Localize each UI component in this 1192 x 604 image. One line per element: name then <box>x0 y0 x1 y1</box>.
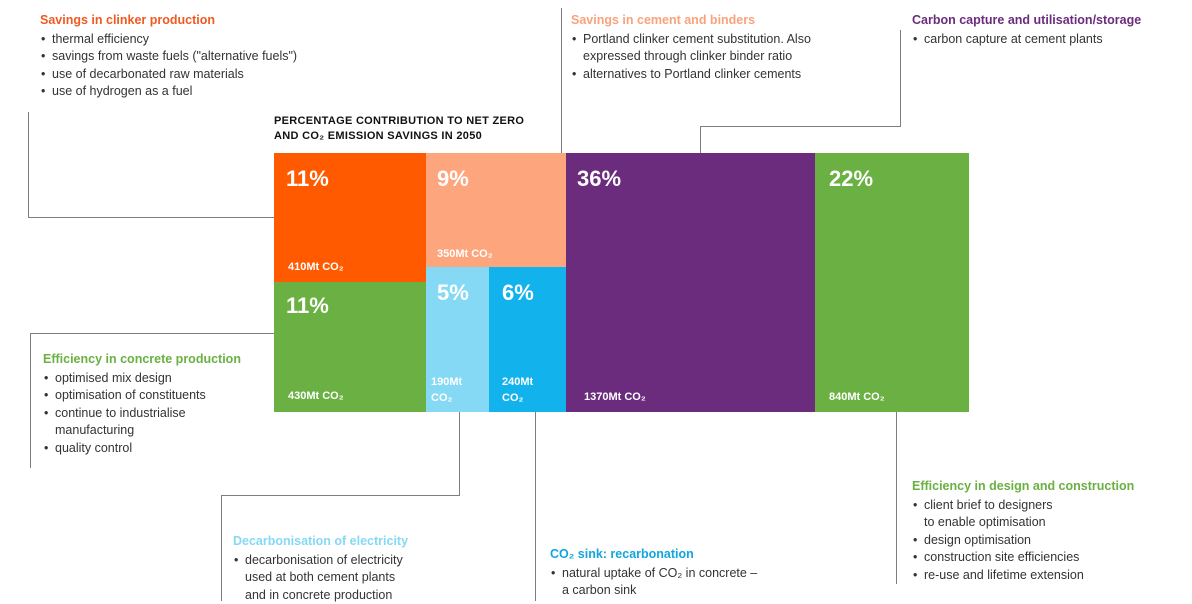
block-design: 22% 840Mt CO₂ <box>815 153 969 412</box>
label-concrete-title: Efficiency in concrete production <box>43 352 241 366</box>
label-design-item: construction site efficiencies <box>912 549 1134 567</box>
block-recarbonation-percentage: 6% <box>502 280 534 305</box>
block-ccus-value: 1370Mt CO₂ <box>584 391 646 403</box>
label-electricity-item-continued: used at both cement plants <box>245 570 396 584</box>
label-clinker-item: use of decarbonated raw materials <box>40 66 297 84</box>
connector-ccus-vertical-bottom <box>700 126 701 153</box>
block-electricity-value: 190Mt CO₂ <box>431 374 462 406</box>
label-cement-item: alternatives to Portland clinker cements <box>571 66 811 84</box>
connector-concrete-vertical <box>30 333 31 468</box>
label-clinker-title: Savings in clinker production <box>40 13 216 27</box>
label-electricity-item: decarbonisation of electricity <box>233 552 408 570</box>
label-electricity: Decarbonisation of electricity decarboni… <box>233 533 408 604</box>
connector-concrete-horizontal <box>30 333 274 334</box>
block-recarbonation-value: 240Mt CO₂ <box>502 374 533 406</box>
label-design-item-continued: to enable optimisation <box>924 515 1046 529</box>
label-concrete-item: optimisation of constituents <box>43 387 241 405</box>
block-recarbonation: 6% 240Mt CO₂ <box>489 267 566 412</box>
chart-title-line2: AND CO₂ EMISSION SAVINGS IN 2050 <box>274 130 483 142</box>
label-cement-title: Savings in cement and binders <box>571 13 756 27</box>
label-clinker-item: use of hydrogen as a fuel <box>40 83 297 101</box>
connector-electricity-vertical-bottom <box>221 495 222 601</box>
block-cement-percentage: 9% <box>437 166 469 191</box>
label-ccus: Carbon capture and utilisation/storage c… <box>912 12 1141 48</box>
chart-title: PERCENTAGE CONTRIBUTION TO NET ZERO AND … <box>274 114 524 144</box>
block-cement-value: 350Mt CO₂ <box>437 248 493 260</box>
label-electricity-item-continued: and in concrete production <box>245 587 393 602</box>
label-clinker-item: thermal efficiency <box>40 31 297 49</box>
label-recarbonation: CO₂ sink: recarbonation natural uptake o… <box>550 546 757 600</box>
block-clinker: 11% 410Mt CO₂ <box>274 153 426 282</box>
block-ccus: 36% 1370Mt CO₂ <box>566 153 815 412</box>
block-design-value: 840Mt CO₂ <box>829 391 885 403</box>
block-cement: 9% 350Mt CO₂ <box>426 153 566 267</box>
label-recarbonation-item: natural uptake of CO₂ in concrete – <box>550 565 757 583</box>
block-electricity-value-line2: CO₂ <box>431 392 453 404</box>
connector-clinker-horizontal <box>28 217 274 218</box>
chart-title-line1: PERCENTAGE CONTRIBUTION TO NET ZERO <box>274 115 525 127</box>
block-clinker-percentage: 11% <box>286 166 329 191</box>
label-concrete-item: continue to industrialise <box>43 405 241 423</box>
block-recarbonation-value-line1: 240Mt <box>502 376 534 388</box>
connector-electricity-horizontal <box>221 495 460 496</box>
connector-ccus-horizontal <box>700 126 901 127</box>
label-clinker: Savings in clinker production thermal ef… <box>40 12 297 101</box>
connector-cement-vertical <box>561 8 562 153</box>
connector-recarbonation-vertical <box>535 412 536 601</box>
connector-electricity-vertical-top <box>459 412 460 496</box>
block-electricity: 5% 190Mt CO₂ <box>426 267 489 412</box>
block-design-percentage: 22% <box>829 166 874 191</box>
label-design-item: design optimisation <box>912 532 1134 550</box>
label-cement-item: Portland clinker cement substitution. Al… <box>571 31 811 49</box>
block-electricity-percentage: 5% <box>437 280 469 305</box>
block-concrete-percentage: 11% <box>286 293 329 318</box>
connector-ccus-vertical-top <box>900 30 901 127</box>
label-cement-item-continued: expressed through clinker binder ratio <box>583 49 793 63</box>
label-concrete-item: quality control <box>43 440 241 458</box>
label-clinker-item: savings from waste fuels ("alternative f… <box>40 48 297 66</box>
label-concrete-item-continued: manufacturing <box>55 423 135 437</box>
block-concrete: 11% 430Mt CO₂ <box>274 282 426 412</box>
label-design-item: client brief to designers <box>912 497 1134 515</box>
block-recarbonation-value-line2: CO₂ <box>502 392 524 404</box>
label-concrete-item: optimised mix design <box>43 370 241 388</box>
label-recarbonation-title: CO₂ sink: recarbonation <box>550 547 694 561</box>
label-design: Efficiency in design and construction cl… <box>912 478 1134 584</box>
label-ccus-item: carbon capture at cement plants <box>912 31 1141 49</box>
block-ccus-percentage: 36% <box>577 166 622 191</box>
label-ccus-title: Carbon capture and utilisation/storage <box>912 13 1142 27</box>
label-concrete: Efficiency in concrete production optimi… <box>43 351 241 457</box>
block-clinker-value: 410Mt CO₂ <box>288 261 344 273</box>
connector-clinker-vertical <box>28 112 29 218</box>
label-cement: Savings in cement and binders Portland c… <box>571 12 811 83</box>
label-design-item: re-use and lifetime extension <box>912 567 1134 585</box>
block-electricity-value-line1: 190Mt <box>431 376 463 388</box>
label-electricity-title: Decarbonisation of electricity <box>233 534 409 548</box>
block-concrete-value: 430Mt CO₂ <box>288 390 344 402</box>
connector-design-vertical <box>896 412 897 584</box>
label-recarbonation-item-continued: a carbon sink <box>562 583 637 597</box>
label-design-title: Efficiency in design and construction <box>912 479 1135 493</box>
